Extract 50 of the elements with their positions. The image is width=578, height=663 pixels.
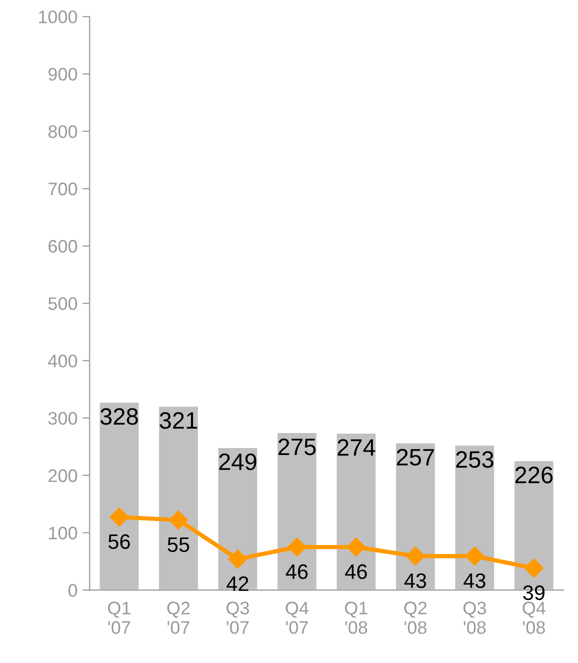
data-label: 56 [108, 534, 130, 549]
y-tick-label: 100 [49, 526, 78, 540]
x-tick-label: Q1 '07 [108, 602, 130, 634]
y-tick-label: 600 [48, 240, 78, 253]
x-tick-label: Q1 '08 [345, 602, 368, 634]
data-label: 249 [219, 453, 256, 470]
y-tick-label: 200 [48, 469, 78, 482]
data-label: 39 [523, 585, 545, 600]
point [406, 546, 426, 566]
point [109, 507, 130, 527]
bar [216, 446, 259, 590]
point [524, 558, 544, 578]
data-label: 42 [226, 576, 248, 591]
y-tick-label: 800 [48, 125, 78, 138]
data-label: 253 [456, 451, 494, 468]
data-label: 226 [515, 466, 553, 484]
data-label: 275 [278, 438, 316, 456]
x-tick-label: Q3 '07 [226, 602, 249, 634]
bar [158, 405, 200, 590]
data-label: 43 [464, 573, 486, 588]
point [228, 549, 248, 569]
x-tick-label: Q4 '07 [286, 602, 308, 634]
point [464, 546, 485, 566]
y-tick-label: 500 [48, 297, 78, 310]
y-tick-label: 0 [68, 584, 78, 597]
y-tick-label: 900 [48, 68, 78, 81]
bar [394, 442, 436, 590]
y-tick-label: 1000 [39, 10, 78, 24]
x-tick-label: Q4 '08 [522, 602, 546, 634]
data-label: 321 [160, 412, 198, 429]
x-tick-label: Q2 '08 [404, 602, 427, 634]
x-tick-label: Q3 '08 [463, 602, 486, 634]
bar [454, 444, 496, 590]
y-tick-label: 700 [48, 182, 78, 196]
point [168, 510, 188, 530]
data-label: 257 [396, 448, 434, 466]
y-tick-label: 300 [48, 412, 78, 425]
data-label: 43 [404, 573, 426, 588]
data-label: 328 [100, 408, 138, 425]
point [287, 537, 307, 557]
bar [335, 432, 378, 590]
y-tick-label: 400 [48, 354, 78, 368]
data-label: 55 [168, 537, 190, 552]
data-label: 46 [345, 564, 367, 580]
bar [276, 432, 318, 590]
x-tick-label: Q2 '07 [167, 602, 190, 634]
bar [98, 401, 140, 590]
data-label: 46 [286, 564, 308, 580]
data-label: 274 [338, 439, 376, 456]
point [346, 537, 366, 557]
